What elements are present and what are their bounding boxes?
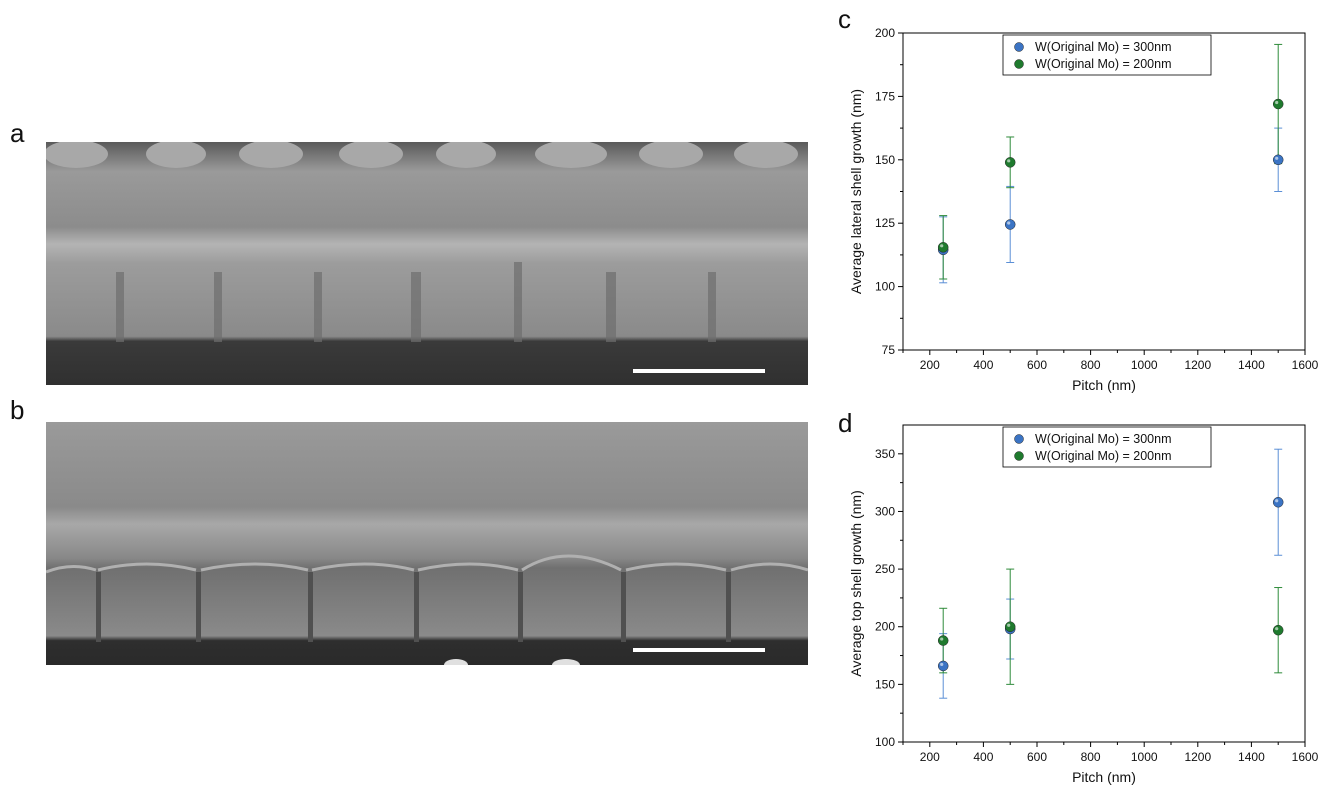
data-point-highlight [1275,156,1279,160]
panel-label-c: c [838,4,851,34]
chart-d-top-shell-growth: 200 400 600 800 1000 1200 1400 1600 100 150 200 250… [848,424,1319,785]
data-point [1004,621,1016,632]
y-tick-label: 200 [875,620,895,634]
x-tick-label: 600 [1027,750,1047,764]
data-point-highlight [1275,100,1279,105]
y-tick-label: 125 [875,216,895,230]
x-tick-label: 1000 [1131,750,1158,764]
plot-frame [902,424,1306,743]
x-tick-label: 1200 [1184,358,1211,372]
panel-label-b: b [10,395,25,425]
y-tick-label: 175 [875,89,895,103]
x-tick-label: 200 [920,358,940,372]
x-tick-label: 400 [973,750,993,764]
panel-label-d: d [838,408,853,438]
data-point [1272,98,1284,110]
legend-marker [1014,42,1024,52]
data-point [937,660,949,672]
y-tick-label: 150 [875,153,895,167]
y-tick-label: 200 [875,26,895,40]
data-point-highlight [1007,159,1011,163]
legend-label: W(Original Mo) = 200nm [1035,449,1172,463]
y-tick-label: 100 [875,280,895,294]
legend-marker [1014,59,1024,69]
scale-bar-a [633,369,765,373]
legend-box [1002,426,1212,468]
x-tick-label: 1400 [1238,750,1265,764]
x-axis-label: Pitch (nm) [1072,377,1136,393]
x-tick-label: 200 [920,750,940,764]
panel-label-a: a [10,118,25,148]
data-point [937,635,949,646]
x-tick-label: 400 [973,358,993,372]
data-point-highlight [940,637,944,641]
y-axis-label: Average top shell growth (nm) [848,490,864,677]
chart-c-lateral-shell-growth: 200 400 600 800 1000 1200 1400 1600 75 100 125 150 1… [848,26,1319,393]
sem-image-b [46,422,808,665]
x-tick-label: 600 [1027,358,1047,372]
data-point [937,242,949,253]
x-tick-label: 1600 [1292,358,1319,372]
x-tick-label: 1200 [1184,750,1211,764]
y-tick-label: 300 [875,504,895,518]
data-point [1004,157,1016,168]
plot-frame [902,32,1306,351]
data-point-highlight [1275,499,1279,503]
y-tick-label: 75 [882,343,896,357]
x-tick-label: 1000 [1131,358,1158,372]
legend-marker [1014,434,1024,444]
legend-box [1002,34,1212,76]
scale-bar-b [633,648,765,652]
y-tick-label: 250 [875,562,895,576]
legend-label: W(Original Mo) = 300nm [1035,432,1172,446]
y-axis-label: Average lateral shell growth (nm) [848,89,864,294]
y-tick-label: 150 [875,677,895,691]
legend-label: W(Original Mo) = 300nm [1035,40,1172,54]
x-tick-label: 800 [1081,358,1101,372]
data-point-highlight [1275,627,1279,631]
legend-marker [1014,451,1024,461]
data-point [1272,496,1284,508]
data-point-highlight [940,244,944,248]
y-tick-label: 350 [875,447,895,461]
data-point [1004,219,1016,230]
sem-image-a [46,142,808,385]
x-axis-label: Pitch (nm) [1072,769,1136,785]
x-tick-label: 1600 [1292,750,1319,764]
y-tick-label: 100 [875,735,895,749]
data-point [1272,624,1284,636]
x-tick-label: 800 [1081,750,1101,764]
data-point-highlight [1007,221,1011,225]
data-point-highlight [1007,623,1011,627]
data-point-highlight [940,662,944,667]
data-point [1272,154,1284,166]
legend-label: W(Original Mo) = 200nm [1035,57,1172,71]
x-tick-label: 1400 [1238,358,1265,372]
